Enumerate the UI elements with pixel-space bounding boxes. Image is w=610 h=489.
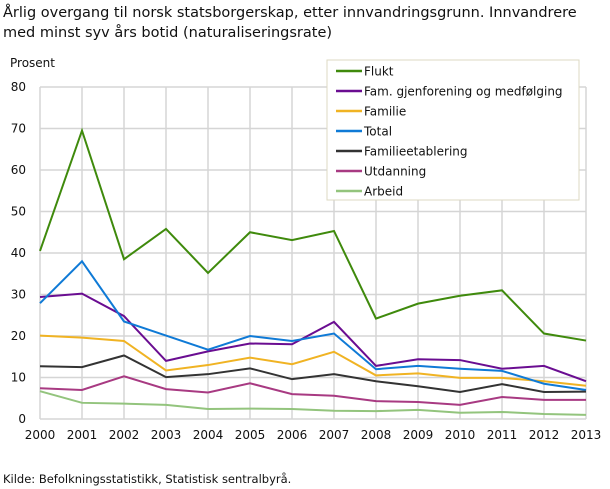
x-tick-label: 2003 [151,428,182,442]
x-tick-label: 2002 [109,428,140,442]
series-line-flukt [39,127,587,342]
legend-label: Total [363,125,392,139]
x-tick-label: 2001 [67,428,98,442]
legend-label: Familie [364,105,406,119]
x-tick-label: 2006 [277,428,308,442]
y-tick-label: 0 [18,412,26,426]
x-tick-label: 2012 [529,428,560,442]
y-tick-label: 60 [11,163,26,177]
legend-label: Fam. gjenforening og medfølging [364,85,563,99]
x-tick-label: 2005 [235,428,266,442]
x-tick-label: 2009 [403,428,434,442]
y-tick-label: 80 [11,80,26,94]
series-line-arbeid [39,390,587,416]
x-tick-label: 2007 [319,428,350,442]
series-line-utdanning [39,375,586,406]
x-tick-label: 2000 [25,428,56,442]
y-tick-label: 20 [11,329,26,343]
y-tick-label: 40 [11,246,26,260]
series-line-total [39,259,587,391]
legend-label: Flukt [364,65,394,79]
series-line-familieetablering [39,354,587,394]
legend-box [326,59,580,201]
y-tick-label: 70 [11,122,26,136]
x-tick-label: 2004 [193,428,224,442]
y-axis-label: Prosent [10,56,55,70]
x-tick-label: 2008 [361,428,392,442]
y-tick-label: 30 [11,288,26,302]
y-tick-label: 50 [11,205,26,219]
y-tick-label: 10 [11,371,26,385]
x-tick-label: 2010 [445,428,476,442]
legend-label: Arbeid [364,185,403,199]
source-note: Kilde: Befolkningsstatistikk, Statistisk… [3,472,292,486]
chart-title: Årlig overgang til norsk statsborgerskap… [3,5,577,41]
legend-label: Familieetablering [364,145,468,159]
x-tick-label: 2013 [571,428,602,442]
x-tick-label: 2011 [487,428,518,442]
series-line-familie [39,334,587,387]
legend-label: Utdanning [364,165,426,179]
